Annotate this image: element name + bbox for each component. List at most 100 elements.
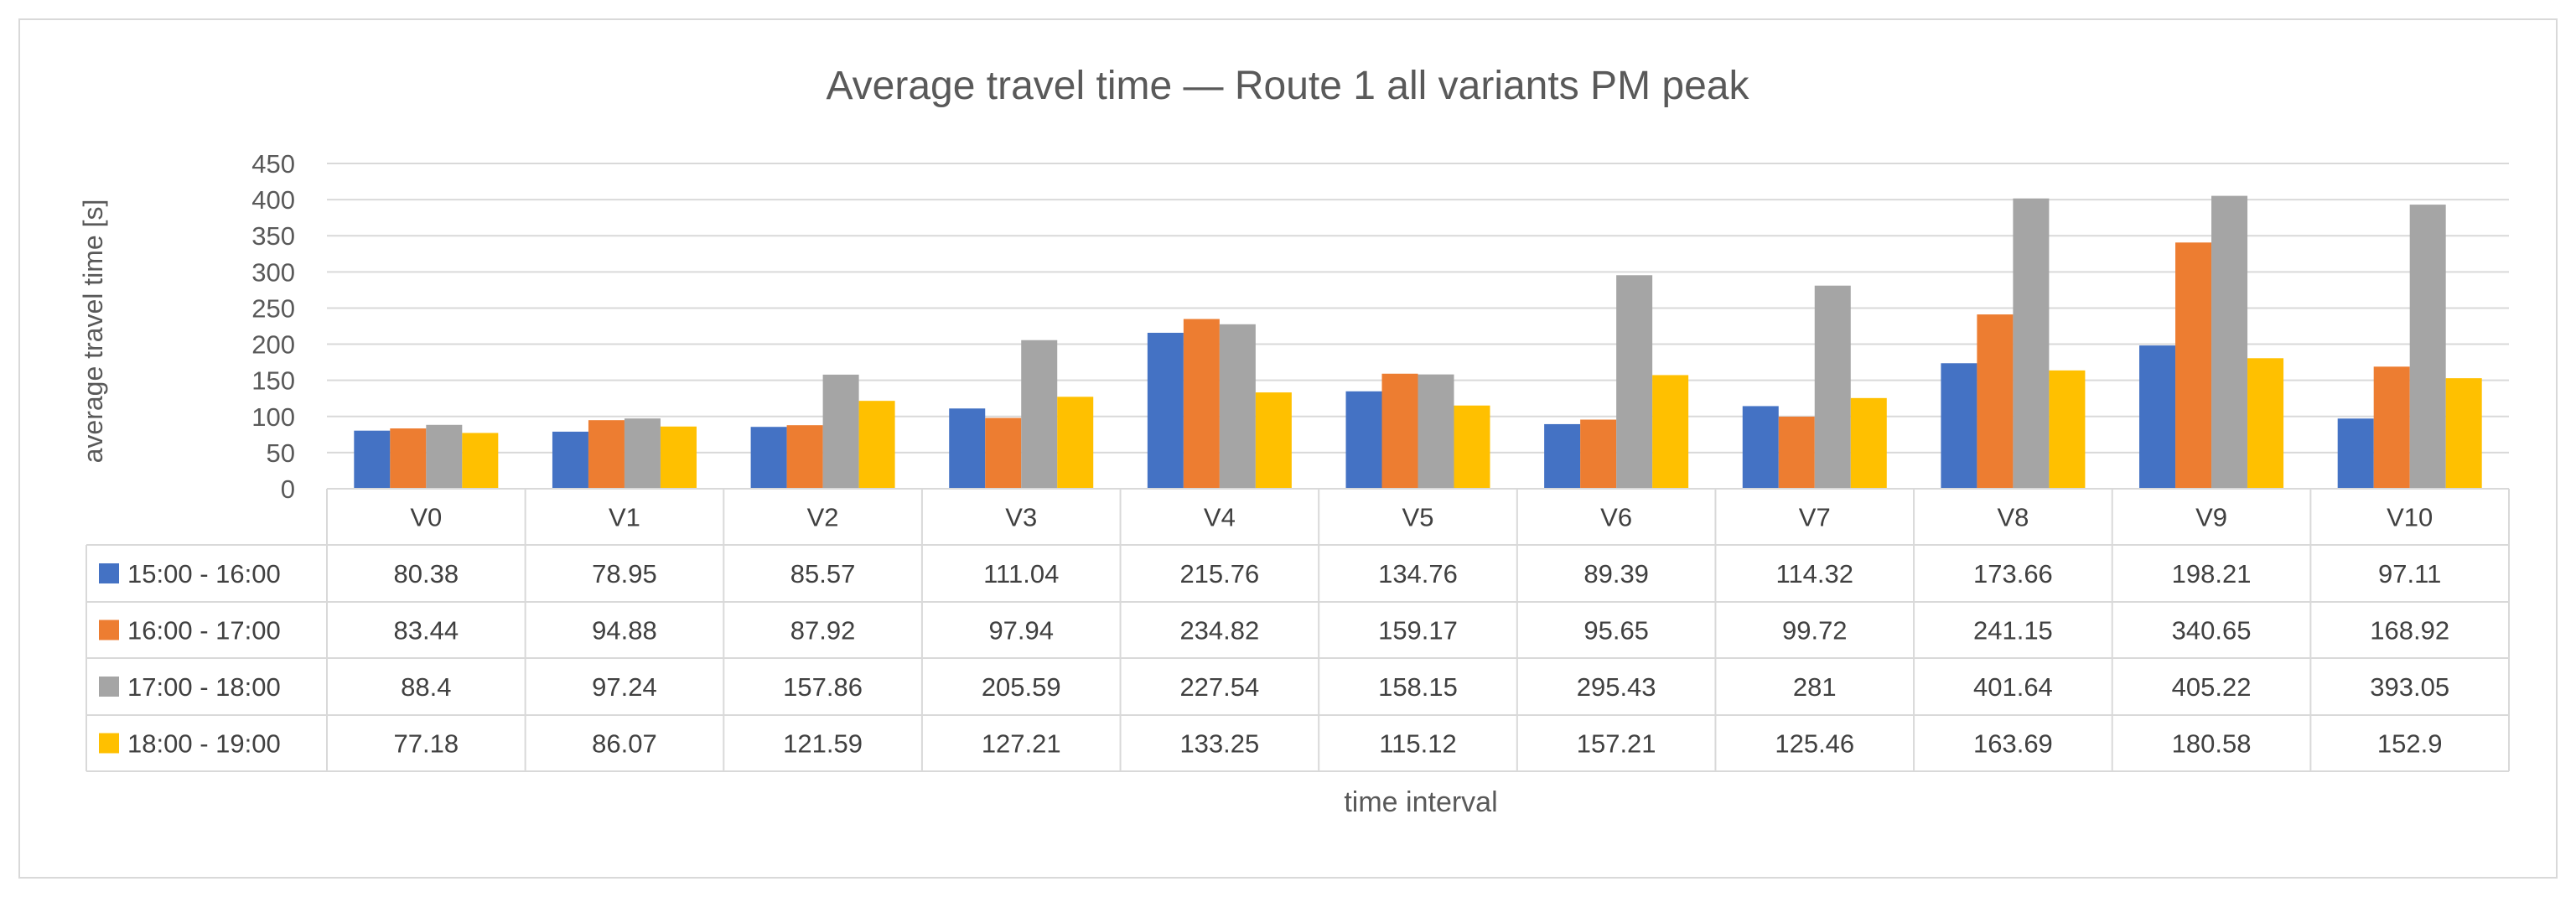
bar bbox=[552, 431, 588, 489]
chart-title: Average travel time — Route 1 all varian… bbox=[827, 64, 1750, 108]
bar bbox=[985, 417, 1022, 489]
category-label: V6 bbox=[1600, 503, 1632, 532]
legend-swatch bbox=[99, 563, 119, 583]
y-axis-label: average travel time [s] bbox=[78, 200, 108, 464]
category-label: V9 bbox=[2195, 503, 2227, 532]
bar bbox=[624, 418, 661, 489]
bar bbox=[1742, 406, 1779, 489]
bar bbox=[1454, 405, 1490, 489]
data-label: 241.15 bbox=[1973, 616, 2053, 646]
data-label: 157.86 bbox=[783, 672, 863, 702]
category-label: V3 bbox=[1005, 503, 1037, 532]
bars bbox=[354, 195, 2482, 490]
bar bbox=[2211, 195, 2248, 490]
data-label: 97.94 bbox=[988, 616, 1054, 646]
data-label: 86.07 bbox=[592, 729, 657, 759]
data-label: 95.65 bbox=[1583, 616, 1649, 646]
data-label: 152.9 bbox=[2377, 729, 2443, 759]
bar bbox=[1255, 392, 1292, 489]
data-label: 198.21 bbox=[2172, 559, 2252, 588]
legend-swatch bbox=[99, 733, 119, 754]
bar bbox=[354, 430, 391, 489]
category-label: V5 bbox=[1402, 503, 1434, 532]
data-label: 159.17 bbox=[1378, 616, 1458, 646]
bar bbox=[2373, 366, 2410, 489]
data-label: 173.66 bbox=[1973, 559, 2053, 588]
bar bbox=[390, 428, 427, 489]
legend-entry: 15:00 - 16:00 bbox=[127, 559, 281, 588]
bar bbox=[2049, 370, 2086, 489]
bar bbox=[1977, 314, 2014, 489]
legend-swatch bbox=[99, 620, 119, 640]
data-label: 127.21 bbox=[982, 729, 1061, 759]
bar bbox=[1418, 374, 1454, 489]
y-tick-label: 400 bbox=[251, 185, 295, 215]
category-label: V8 bbox=[1997, 503, 2029, 532]
bar bbox=[1814, 285, 1851, 489]
data-label: 295.43 bbox=[1577, 672, 1656, 702]
bar bbox=[1057, 397, 1094, 489]
y-tick-label: 0 bbox=[281, 474, 295, 504]
bar bbox=[949, 408, 986, 489]
bar bbox=[1345, 391, 1382, 489]
bar bbox=[1850, 397, 1887, 489]
data-label: 215.76 bbox=[1179, 559, 1259, 588]
data-label: 97.11 bbox=[2378, 559, 2441, 588]
data-label: 97.24 bbox=[592, 672, 657, 702]
bar bbox=[858, 401, 895, 489]
data-label: 405.22 bbox=[2172, 672, 2252, 702]
bar bbox=[822, 374, 859, 489]
bar bbox=[1183, 319, 1220, 489]
category-label: V2 bbox=[807, 503, 839, 532]
data-label: 205.59 bbox=[982, 672, 1061, 702]
data-label: 111.04 bbox=[983, 559, 1059, 588]
data-label: 133.25 bbox=[1179, 729, 1259, 759]
legend-entry: 17:00 - 18:00 bbox=[127, 672, 281, 702]
data-label: 99.72 bbox=[1782, 616, 1848, 646]
data-label: 94.88 bbox=[592, 616, 657, 646]
category-label: V7 bbox=[1799, 503, 1831, 532]
bar bbox=[2175, 242, 2212, 489]
data-label: 134.76 bbox=[1378, 559, 1458, 588]
data-label: 85.57 bbox=[790, 559, 856, 588]
bar bbox=[2013, 198, 2050, 489]
bar bbox=[1219, 324, 1256, 489]
bar bbox=[660, 426, 697, 489]
data-label: 163.69 bbox=[1973, 729, 2053, 759]
y-tick-label: 300 bbox=[251, 257, 295, 287]
y-tick-label: 450 bbox=[251, 149, 295, 179]
bar bbox=[750, 427, 787, 489]
data-label: 340.65 bbox=[2172, 616, 2252, 646]
bar bbox=[2139, 345, 2176, 489]
category-label: V1 bbox=[609, 503, 640, 532]
data-label: 281 bbox=[1793, 672, 1837, 702]
y-tick-label: 50 bbox=[267, 438, 295, 468]
category-label: V10 bbox=[2387, 503, 2433, 532]
bar bbox=[1652, 375, 1689, 489]
bar bbox=[1580, 419, 1617, 489]
bar bbox=[2409, 205, 2446, 489]
legend-swatch bbox=[99, 677, 119, 697]
y-tick-label: 350 bbox=[251, 221, 295, 251]
data-label: 87.92 bbox=[790, 616, 856, 646]
bar bbox=[588, 420, 625, 489]
data-label: 158.15 bbox=[1378, 672, 1458, 702]
bar bbox=[1941, 363, 1977, 489]
category-label: V0 bbox=[410, 503, 442, 532]
data-label: 157.21 bbox=[1577, 729, 1656, 759]
bar bbox=[1544, 423, 1581, 489]
data-label: 89.39 bbox=[1583, 559, 1649, 588]
data-label: 227.54 bbox=[1179, 672, 1259, 702]
y-tick-label: 150 bbox=[251, 366, 295, 396]
data-label: 125.46 bbox=[1775, 729, 1854, 759]
category-label: V4 bbox=[1204, 503, 1236, 532]
data-label: 393.05 bbox=[2370, 672, 2449, 702]
x-axis-label: time interval bbox=[1344, 786, 1497, 818]
bar bbox=[462, 433, 499, 489]
bar bbox=[1381, 373, 1418, 489]
data-label: 180.58 bbox=[2172, 729, 2252, 759]
data-label: 77.18 bbox=[394, 729, 459, 759]
bar bbox=[426, 424, 463, 489]
y-tick-label: 200 bbox=[251, 330, 295, 360]
